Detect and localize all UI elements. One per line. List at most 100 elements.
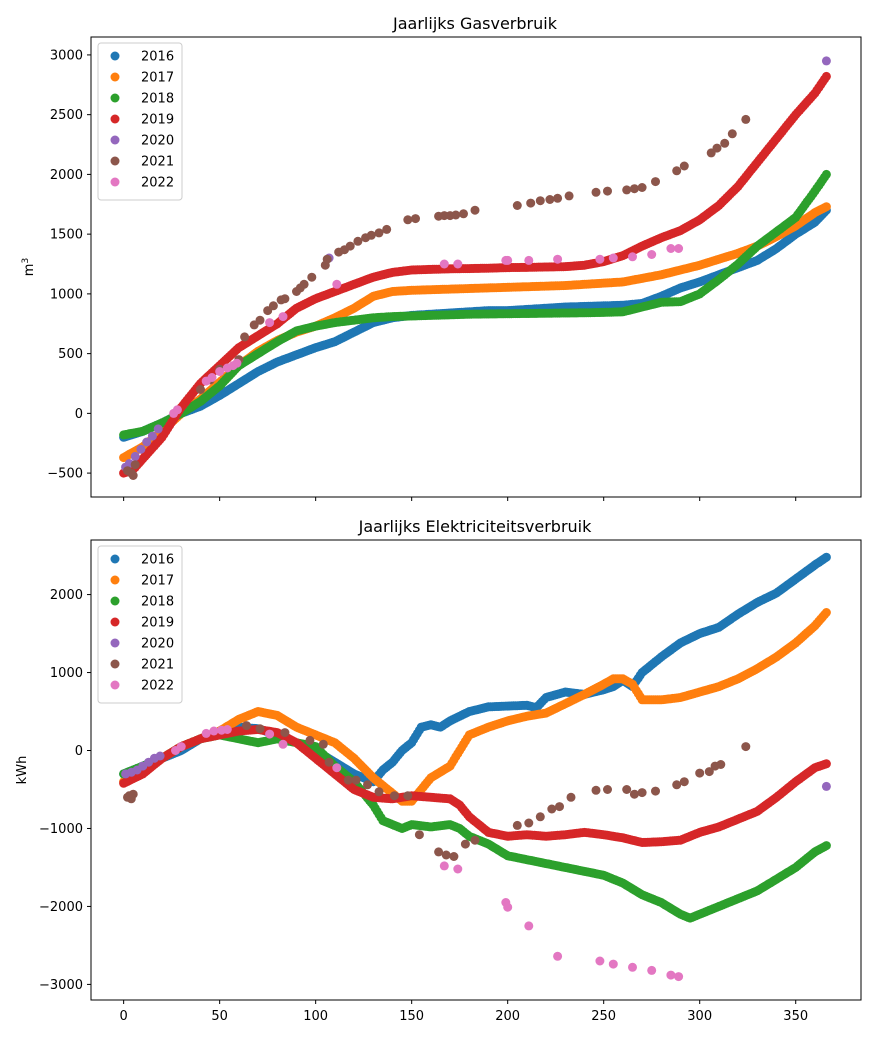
gas-y-tick-label: 2500: [50, 108, 83, 123]
gas-series-2018: [119, 169, 831, 440]
electricity-series-2020: [121, 751, 831, 791]
electricity-point-2022: [666, 970, 676, 980]
electricity-y-tick-label: 1000: [50, 666, 83, 681]
gas-point-2020: [142, 437, 152, 447]
gas-point-2021: [382, 224, 392, 234]
electricity-point-2021: [704, 767, 714, 777]
electricity-point-2022: [439, 861, 449, 871]
gas-point-2021: [603, 186, 612, 196]
gas-point-2021: [564, 191, 574, 201]
gas-y-tick-label: −500: [47, 467, 83, 482]
gas-point-2021: [268, 301, 278, 311]
electricity-point-2022: [553, 951, 563, 961]
electricity-series-2021: [123, 721, 751, 861]
electricity-legend-marker-2016: [110, 554, 120, 564]
electricity-legend-marker-2021: [110, 659, 120, 669]
electricity-point-2021: [242, 721, 251, 731]
gas-chart-y-label: m3: [21, 258, 37, 276]
gas-y-tick-label: 0: [75, 407, 83, 422]
electricity-point-2021: [280, 728, 290, 738]
electricity-chart-x-ticks: 0 50 100 150 200 250 300 350: [120, 1000, 808, 1024]
electricity-legend-marker-2022: [110, 680, 120, 690]
electricity-point-2022: [503, 902, 513, 912]
gas-point-2022: [278, 312, 288, 322]
electricity-y-tick-label: −1000: [39, 822, 83, 837]
gas-point-2021: [672, 166, 682, 176]
gas-point-2022: [524, 255, 534, 265]
electricity-chart-axes-frame: [90, 539, 862, 1001]
electricity-point-2022: [595, 956, 605, 966]
electricity-point-2021: [305, 735, 315, 745]
electricity-point-2022: [222, 725, 232, 734]
electricity-point-2017: [821, 608, 831, 617]
gas-point-2022: [647, 250, 657, 259]
electricity-legend-label-2019: 2019: [141, 616, 174, 631]
gas-point-2021: [651, 177, 660, 187]
gas-point-2020: [153, 424, 163, 434]
electricity-chart-marks: [119, 552, 831, 982]
gas-legend-marker-2022: [110, 177, 120, 187]
electricity-point-2021: [672, 780, 682, 790]
electricity-chart-legend: 2016 2017 2018 2019 2020 2021 2022: [97, 545, 183, 704]
gas-point-2022: [215, 367, 225, 376]
gas-legend-label-2019: 2019: [141, 113, 174, 128]
gas-point-2021: [679, 161, 689, 171]
electricity-point-2021: [547, 804, 557, 814]
gas-point-2021: [535, 196, 545, 206]
gas-point-2022: [666, 244, 676, 253]
electricity-legend-marker-2017: [110, 575, 120, 585]
electricity-point-2021: [679, 777, 689, 787]
gas-y-tick-label: 1500: [50, 228, 83, 243]
electricity-series-2022: [171, 725, 684, 982]
electricity-legend-label-2021: 2021: [141, 658, 174, 673]
electricity-y-tick-label: −2000: [39, 900, 83, 915]
electricity-legend-marker-2020: [110, 638, 120, 648]
electricity-chart-y-label: kWh: [15, 756, 30, 785]
electricity-point-2021: [629, 789, 639, 799]
gas-point-2021: [366, 230, 376, 240]
gas-point-2021: [196, 385, 205, 394]
gas-y-tick-label: 3000: [50, 48, 83, 63]
gas-point-2022: [503, 255, 513, 265]
electricity-x-tick-label: 250: [591, 1009, 616, 1024]
electricity-point-2022: [647, 965, 657, 975]
gas-legend-marker-2019: [110, 114, 120, 124]
gas-chart-y-ticks: −500 0 500 1000 1500 2000 2500 3000: [47, 48, 91, 482]
gas-series-2022: [169, 244, 684, 418]
electricity-point-2022: [453, 864, 463, 874]
electricity-point-2021: [389, 791, 399, 801]
electricity-legend-label-2017: 2017: [141, 574, 174, 589]
gas-chart-y-label-superscript: 3: [21, 258, 31, 264]
gas-point-2022: [628, 252, 637, 262]
gas-point-2021: [451, 210, 461, 220]
electricity-point-2021: [128, 789, 138, 799]
gas-point-2021: [712, 143, 722, 153]
electricity-y-tick-label: 2000: [50, 588, 83, 603]
gas-y-tick-label: 2000: [50, 168, 83, 183]
gas-legend-marker-2017: [110, 72, 120, 82]
electricity-series-2016: [119, 552, 831, 787]
gas-point-2021: [403, 215, 413, 225]
electricity-legend-label-2022: 2022: [141, 679, 174, 694]
electricity-point-2021: [535, 812, 545, 822]
gas-legend-marker-2016: [110, 51, 120, 61]
electricity-x-tick-label: 200: [495, 1009, 520, 1024]
gas-point-2022: [207, 373, 217, 382]
electricity-chart-title: Jaarlijks Elektriciteitsverbruik: [358, 517, 593, 536]
gas-point-2021: [459, 209, 468, 219]
electricity-legend-marker-2019: [110, 617, 120, 627]
electricity-point-2021: [591, 785, 601, 795]
electricity-series-2019: [119, 725, 831, 847]
gas-point-2021: [637, 183, 647, 192]
electricity-point-2022: [201, 728, 211, 738]
electricity-y-tick-label: −3000: [39, 978, 83, 993]
gas-point-2021: [353, 236, 363, 246]
gas-series-2021: [123, 114, 751, 480]
gas-chart-marks: [119, 56, 831, 480]
electricity-legend-label-2016: 2016: [141, 553, 174, 568]
electricity-chart: Jaarlijks Elektriciteitsverbruik 0 50 100 1…: [15, 517, 862, 1024]
gas-point-2021: [374, 228, 384, 238]
electricity-point-2020: [155, 751, 165, 761]
gas-point-2021: [299, 279, 309, 289]
